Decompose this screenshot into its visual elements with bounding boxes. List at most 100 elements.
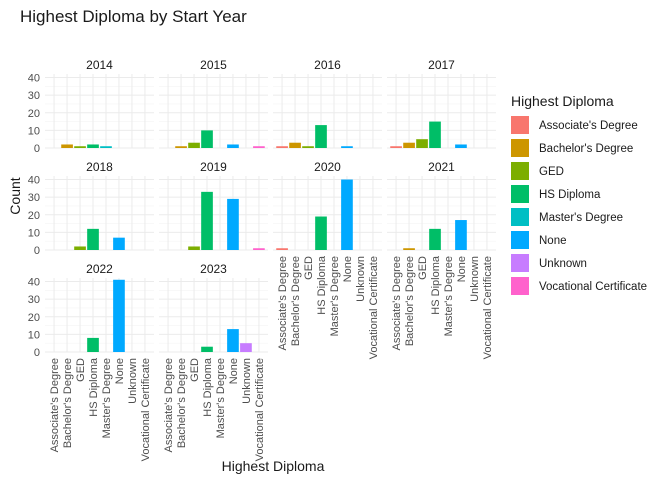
facet-2020: 2020 Associate's Degree Bachelor's Degree G… xyxy=(273,160,382,359)
x-tick-label: Vocational Certificate xyxy=(368,256,380,359)
legend: Highest Diploma Associate's Degree Bachel… xyxy=(511,93,647,295)
bar-bachelor-s-degree xyxy=(403,248,415,250)
facet-strip-label: 2015 xyxy=(200,58,227,72)
bar-none xyxy=(455,220,467,250)
bar-bachelor-s-degree xyxy=(61,144,73,148)
chart-title: Highest Diploma by Start Year xyxy=(20,7,247,26)
legend-key-none xyxy=(511,231,529,249)
panel-background xyxy=(45,74,154,148)
legend-label: Vocational Certificate xyxy=(539,281,647,293)
bar-none xyxy=(227,198,239,250)
facet-strip-label: 2023 xyxy=(200,262,227,276)
y-tick-label: 40 xyxy=(28,73,40,85)
y-tick-label: 30 xyxy=(28,294,40,306)
y-tick-label: 30 xyxy=(28,90,40,102)
facet-2014: 2014 0 10 20 30 40 xyxy=(28,58,154,155)
facet-2018: 2018 0 10 20 30 40 xyxy=(28,160,154,257)
facet-strip-label: 2020 xyxy=(314,160,341,174)
facet-2021: 2021 Associate's Degree Bachelor's Degree G… xyxy=(387,160,496,359)
y-tick-label: 0 xyxy=(34,245,40,257)
x-tick-label: Master's Degree xyxy=(215,358,227,438)
x-tick-label: Master's Degree xyxy=(101,358,113,438)
bar-bachelor-s-degree xyxy=(289,142,301,148)
x-tick-label: Vocational Certificate xyxy=(140,358,152,461)
panel-background xyxy=(387,176,496,250)
facet-2015: 2015 xyxy=(159,58,268,149)
bar-ged xyxy=(188,142,200,148)
x-tick-label: Associate's Degree xyxy=(391,256,403,350)
bar-none xyxy=(341,146,353,148)
x-axis-title: Highest Diploma xyxy=(222,458,325,474)
bar-ged xyxy=(74,246,86,250)
x-tick-label: Master's Degree xyxy=(443,256,455,336)
y-tick-label: 20 xyxy=(28,108,40,120)
x-tick-label: Unknown xyxy=(355,256,367,302)
panel-background xyxy=(45,278,154,352)
bar-ged xyxy=(74,146,86,148)
facet-2016: 2016 xyxy=(273,58,382,149)
facet-2023: 2023 Associate's Degree Bachelor's Degree G… xyxy=(159,262,268,461)
bar-hs-diploma xyxy=(429,228,441,250)
panel-background xyxy=(159,176,268,250)
x-tick-label: Bachelor's Degree xyxy=(176,358,188,448)
bar-none xyxy=(113,279,125,352)
y-tick-label: 40 xyxy=(28,175,40,187)
legend-label: Unknown xyxy=(539,258,587,270)
x-tick-label: Vocational Certificate xyxy=(254,358,266,461)
bar-bachelor-s-degree xyxy=(175,146,187,148)
x-tick-label: None xyxy=(228,358,240,384)
x-tick-label: GED xyxy=(417,256,429,280)
x-tick-label: HS Diploma xyxy=(316,255,328,315)
x-tick-label: Bachelor's Degree xyxy=(62,358,74,448)
panel-background xyxy=(273,176,382,250)
bar-none xyxy=(227,329,239,352)
bar-hs-diploma xyxy=(87,337,99,352)
x-tick-label: Unknown xyxy=(241,358,253,404)
bar-hs-diploma xyxy=(87,144,99,148)
legend-label: HS Diploma xyxy=(539,189,601,201)
y-tick-label: 20 xyxy=(28,210,40,222)
bar-ged xyxy=(416,139,428,148)
bar-none xyxy=(113,237,125,250)
y-tick-label: 40 xyxy=(28,277,40,289)
facet-2019: 2019 xyxy=(159,160,268,251)
facet-strip-label: 2018 xyxy=(86,160,113,174)
panel-background xyxy=(159,74,268,148)
facet-2022: 2022 0 10 20 30 40 Associate's Degree Bachelor'… xyxy=(28,262,154,461)
x-tick-label: Bachelor's Degree xyxy=(290,256,302,346)
facet-strip-label: 2021 xyxy=(428,160,455,174)
bar-hs-diploma xyxy=(315,125,327,148)
legend-label: Master's Degree xyxy=(539,212,623,224)
bar-none xyxy=(455,144,467,148)
legend-label: GED xyxy=(539,166,564,178)
panel-background xyxy=(387,74,496,148)
y-tick-label: 20 xyxy=(28,312,40,324)
bar-associate-s-degree xyxy=(276,146,288,148)
legend-label: None xyxy=(539,235,567,247)
facet-strip-label: 2014 xyxy=(86,58,113,72)
legend-key-vocational-certificate xyxy=(511,277,529,295)
x-tick-label: None xyxy=(342,256,354,282)
x-tick-label: HS Diploma xyxy=(202,357,214,417)
y-tick-label: 30 xyxy=(28,192,40,204)
bar-hs-diploma xyxy=(315,216,327,250)
bar-hs-diploma xyxy=(201,130,213,148)
legend-key-hs-diploma xyxy=(511,185,529,203)
legend-key-associate-s-degree xyxy=(511,116,529,134)
facet-strip-label: 2016 xyxy=(314,58,341,72)
y-axis-title: Count xyxy=(7,177,23,214)
x-tick-label: GED xyxy=(75,358,87,382)
facet-strip-label: 2022 xyxy=(86,262,113,276)
facet-strip-label: 2017 xyxy=(428,58,455,72)
bar-vocational-certificate xyxy=(253,146,265,148)
x-tick-label: Unknown xyxy=(469,256,481,302)
bar-bachelor-s-degree xyxy=(403,142,415,148)
legend-title: Highest Diploma xyxy=(511,93,614,109)
x-tick-label: HS Diploma xyxy=(88,357,100,417)
y-tick-label: 10 xyxy=(28,125,40,137)
x-tick-label: HS Diploma xyxy=(430,255,442,315)
facet-2017: 2017 xyxy=(387,58,496,149)
legend-key-master-s-degree xyxy=(511,208,529,226)
